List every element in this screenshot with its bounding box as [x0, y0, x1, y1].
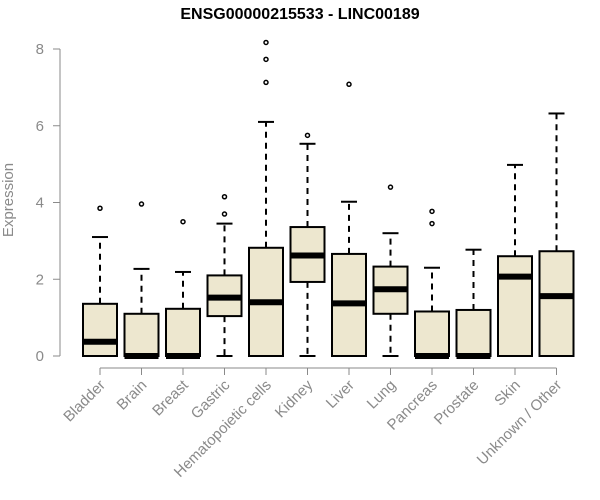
y-tick-label: 6 — [36, 118, 44, 135]
chart-title: ENSG00000215533 - LINC00189 — [180, 6, 420, 23]
box-breast — [165, 218, 201, 359]
iqr-box — [123, 312, 160, 358]
outlier-point — [180, 218, 186, 225]
box-bladder — [82, 205, 118, 357]
outlier-point — [429, 208, 435, 215]
y-tick-label: 2 — [36, 271, 44, 288]
y-tick-label: 0 — [36, 348, 44, 365]
x-tick-label: Kidney — [272, 376, 317, 421]
box-brain — [123, 201, 160, 359]
box-pancreas — [414, 208, 450, 359]
x-tick-label: Brain — [114, 377, 151, 414]
outlier-point — [97, 205, 103, 212]
box-series — [82, 39, 575, 359]
box-skin — [497, 163, 533, 358]
box-prostate — [455, 248, 492, 359]
x-tick-label: Bladder — [60, 377, 109, 426]
x-tick-label: Lung — [364, 377, 400, 413]
iqr-box — [455, 308, 492, 358]
box-unknown-other — [538, 112, 575, 357]
y-axis-label: Expression — [0, 163, 17, 237]
y-tick-label: 8 — [36, 41, 44, 58]
box-hematopoietic-cells — [248, 39, 284, 357]
outlier-point — [221, 193, 228, 200]
iqr-box — [82, 302, 118, 357]
box-liver — [331, 81, 367, 357]
box-kidney — [289, 132, 326, 357]
box-lung — [372, 184, 409, 357]
x-tick-label: Liver — [323, 377, 358, 412]
x-tick-label: Breast — [149, 376, 192, 419]
iqr-box — [414, 310, 450, 357]
iqr-box — [165, 307, 201, 357]
x-tick-label: Prostate — [431, 377, 483, 429]
outlier-point — [263, 39, 269, 46]
outlier-point — [304, 132, 311, 139]
y-axis: 0 2 4 6 8 — [36, 41, 61, 365]
x-tick-label: Skin — [491, 377, 524, 410]
outlier-point — [387, 184, 394, 190]
box-gastric — [206, 193, 243, 357]
iqr-box — [497, 255, 533, 358]
iqr-box — [538, 250, 575, 357]
outlier-point — [263, 56, 269, 63]
y-tick-label: 4 — [36, 195, 44, 212]
outlier-point — [221, 211, 228, 217]
outlier-point — [346, 81, 352, 88]
outlier-point — [138, 201, 145, 207]
outlier-point — [429, 220, 435, 227]
outlier-point — [263, 79, 269, 86]
